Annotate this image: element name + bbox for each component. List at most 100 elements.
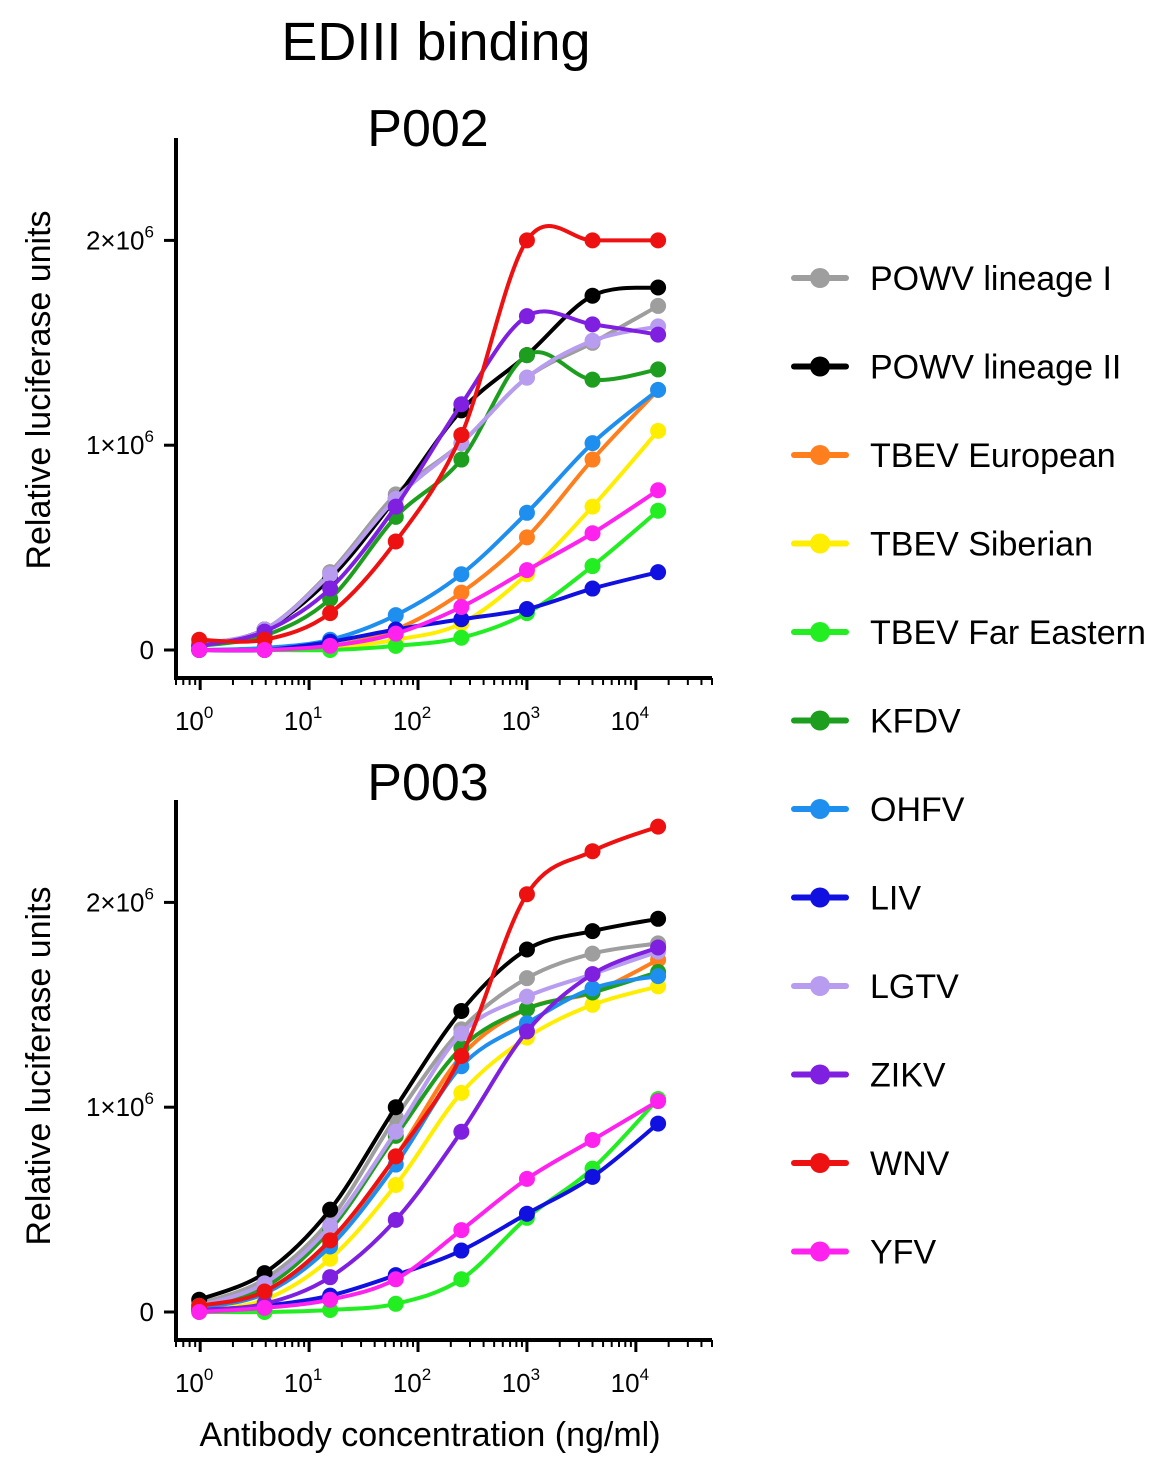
p002-x-tick-label: 102 — [393, 703, 431, 736]
p002-y-tick-label: 1×106 — [86, 427, 154, 460]
legend-item: TBEV European — [791, 437, 1116, 475]
legend-label: POWV lineage I — [870, 260, 1112, 298]
x-axis-title: Antibody concentration (ng/ml) — [199, 1416, 660, 1454]
p002-point-kfdv — [518, 347, 535, 364]
legend-swatch-marker — [810, 887, 830, 908]
p002-point-lgtv — [518, 369, 535, 386]
legend-swatch-marker — [810, 1241, 830, 1262]
legend-swatch-marker — [810, 356, 830, 377]
legend-item: TBEV Siberian — [791, 526, 1093, 564]
legend-item: WNV — [791, 1145, 950, 1183]
p003-point-zikv — [387, 1211, 404, 1228]
p002-y-tick-label: 2×106 — [86, 222, 154, 255]
p002-curve-lgtv — [197, 324, 661, 646]
p003-point-powv-lineage-ii — [584, 923, 601, 940]
p002-point-liv — [584, 580, 601, 597]
p003-curve-zikv — [197, 945, 661, 1312]
p002-point-zikv — [518, 308, 535, 325]
p002-point-kfdv — [584, 371, 601, 388]
p003-point-tbev-siberian — [387, 1177, 404, 1194]
p003-point-yfv — [650, 1093, 667, 1110]
p003-y-tick-label: 2×106 — [86, 884, 154, 917]
legend-item: POWV lineage I — [791, 260, 1112, 298]
p002-point-yfv — [191, 642, 208, 658]
p002-y-tick-label: 0 — [140, 635, 154, 665]
p002-point-wnv — [584, 232, 601, 249]
p003-point-yfv — [518, 1170, 535, 1187]
p002-point-wnv — [453, 426, 470, 443]
legend-swatch-marker — [810, 1153, 830, 1173]
p002-point-lgtv — [584, 332, 601, 349]
p003-point-yfv — [453, 1222, 470, 1239]
p002-point-wnv — [387, 533, 404, 550]
panel-p002: P002 Relative luciferase units 0 1×106 2×1… — [20, 100, 713, 736]
p002-point-yfv — [584, 525, 601, 542]
y-axis-title-p003: Relative luciferase units — [20, 886, 58, 1245]
p002-point-powv-lineage-ii — [650, 279, 667, 296]
legend-swatch-marker — [810, 268, 830, 288]
legend-swatch-marker — [810, 445, 830, 465]
p002-point-ohfv — [518, 504, 535, 521]
p002-point-powv-lineage-ii — [584, 287, 601, 304]
p002-point-yfv — [650, 482, 667, 499]
p002-curve-tbev-european — [197, 387, 661, 653]
p003-point-liv — [650, 1115, 667, 1132]
p002-point-yfv — [256, 642, 273, 658]
p003-point-lgtv — [387, 1123, 404, 1140]
p003-point-yfv — [387, 1271, 404, 1288]
p002-point-tbev-far-eastern — [387, 637, 404, 654]
p003-curve-lgtv — [197, 949, 661, 1308]
p003-point-zikv — [650, 939, 667, 956]
p003-curve-powv-lineage-i — [197, 941, 661, 1306]
p002-point-lgtv — [322, 566, 339, 583]
p003-point-zikv — [453, 1123, 470, 1140]
p002-point-tbev-far-eastern — [650, 502, 667, 519]
panel-p003: P003 Relative luciferase units 0 1×106 2×1… — [20, 754, 713, 1398]
p002-point-ohfv — [650, 381, 667, 398]
p003-point-wnv — [387, 1148, 404, 1165]
legend-label: OHFV — [870, 791, 965, 829]
p003-y-tick-label: 1×106 — [86, 1089, 154, 1122]
p002-point-tbev-far-eastern — [584, 558, 601, 575]
legend-label: TBEV European — [870, 437, 1116, 475]
p003-point-powv-lineage-i — [584, 945, 601, 962]
panel-title-p002: P002 — [367, 100, 488, 158]
p003-curve-yfv — [197, 1099, 661, 1314]
p003-curve-wnv — [197, 824, 661, 1308]
p002-x-tick-label: 103 — [502, 703, 540, 736]
legend-item: YFV — [791, 1234, 936, 1272]
p003-x-tick-label: 104 — [611, 1365, 649, 1398]
p002-point-tbev-far-eastern — [453, 629, 470, 646]
p002-point-yfv — [453, 598, 470, 615]
legend-item: LIV — [791, 880, 921, 918]
legend-item: TBEV Far Eastern — [791, 614, 1146, 652]
p003-point-powv-lineage-ii — [387, 1099, 404, 1116]
p002-point-liv — [650, 564, 667, 581]
legend-label: YFV — [870, 1234, 936, 1272]
p002-curve-ohfv — [197, 387, 661, 652]
p003-point-zikv — [322, 1269, 339, 1286]
p002-point-ohfv — [453, 566, 470, 583]
panel-title-p003: P003 — [367, 754, 488, 812]
p002-point-yfv — [322, 637, 339, 654]
p003-point-liv — [453, 1242, 470, 1259]
p002-point-ohfv — [584, 435, 601, 452]
legend-item: POWV lineage II — [791, 349, 1121, 387]
p003-curve-ohfv — [197, 974, 661, 1310]
p002-point-kfdv — [453, 451, 470, 468]
legend-label: POWV lineage II — [870, 349, 1121, 387]
p003-point-powv-lineage-ii — [453, 1002, 470, 1019]
p002-point-zikv — [453, 396, 470, 413]
p003-point-powv-lineage-i — [518, 970, 535, 987]
legend-item: LGTV — [791, 968, 959, 1006]
p002-point-yfv — [518, 562, 535, 579]
p002-curve-zikv — [197, 309, 661, 648]
p002-point-tbev-siberian — [584, 498, 601, 515]
p003-point-tbev-siberian — [322, 1250, 339, 1267]
p003-point-tbev-siberian — [453, 1084, 470, 1101]
legend-label: WNV — [870, 1145, 950, 1183]
legend-label: LGTV — [870, 968, 959, 1006]
legend-label: TBEV Far Eastern — [870, 614, 1146, 652]
p003-x-tick-label: 103 — [502, 1365, 540, 1398]
p003-point-lgtv — [453, 1025, 470, 1042]
